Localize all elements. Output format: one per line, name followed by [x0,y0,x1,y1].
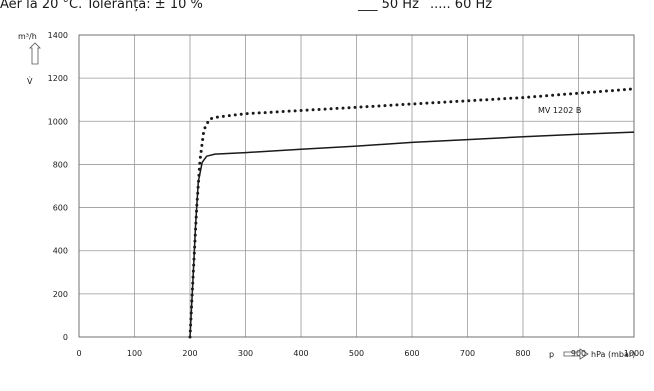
x-tick-label: 200 [182,349,197,358]
legend-60hz-text: ..... 60 Hz [430,0,492,12]
x-tick-label: 0 [76,349,81,358]
x-tick-label: 100 [127,349,142,358]
y-tick-label: 1200 [48,74,68,83]
tick-labels: 0 100 200 300 400 500 600 700 800 900 1000 0 200 400 6… [48,31,645,358]
y-tick-label: 1400 [48,31,68,40]
x-tick-label: 500 [349,349,364,358]
x-tick-label: 600 [404,349,419,358]
plot-frame [78,34,635,338]
model-annotation-label: MV 1202 B [538,106,581,115]
y-tick-label: 0 [63,333,68,342]
y-axis-unit-label: m³/h [18,32,37,41]
x-axis-arrow-icon [563,348,589,360]
series-group [188,87,636,339]
header-conditions-text: Aer la 20 °C. Toleranța: ± 10 % [0,0,203,12]
grid [78,34,635,338]
y-tick-label: 400 [53,247,68,256]
legend-50hz-text: ___ 50 Hz [357,0,419,12]
y-tick-label: 200 [53,290,68,299]
series-line-60-hz [188,87,636,339]
x-tick-label: 700 [460,349,475,358]
x-axis-p-label: p [549,350,554,359]
y-tick-label: 800 [53,160,68,169]
x-axis-unit-label: hPa (mbar) [591,350,635,359]
y-tick-label: 600 [53,204,68,213]
y-axis-symbol-label: V̇ [27,76,33,86]
x-tick-label: 300 [238,349,253,358]
y-axis-arrow-icon [29,42,41,65]
x-tick-label: 900 [571,349,586,358]
y-tick-label: 1000 [48,117,68,126]
x-tick-label: 800 [515,349,530,358]
x-tick-label: 1000 [624,349,644,358]
x-tick-label: 400 [293,349,308,358]
